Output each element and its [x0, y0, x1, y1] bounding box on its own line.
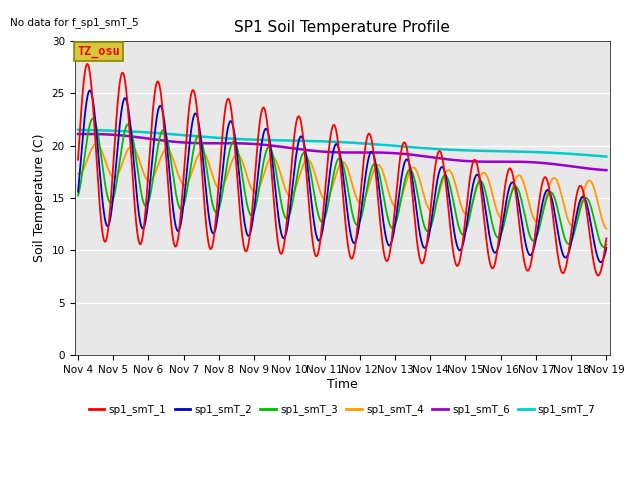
Title: SP1 Soil Temperature Profile: SP1 Soil Temperature Profile: [234, 20, 450, 36]
Y-axis label: Soil Temperature (C): Soil Temperature (C): [33, 134, 46, 262]
Text: No data for f_sp1_smT_5: No data for f_sp1_smT_5: [10, 17, 139, 28]
Legend: sp1_smT_1, sp1_smT_2, sp1_smT_3, sp1_smT_4, sp1_smT_6, sp1_smT_7: sp1_smT_1, sp1_smT_2, sp1_smT_3, sp1_smT…: [84, 400, 600, 420]
Text: TZ_osu: TZ_osu: [77, 45, 120, 58]
X-axis label: Time: Time: [327, 378, 358, 391]
